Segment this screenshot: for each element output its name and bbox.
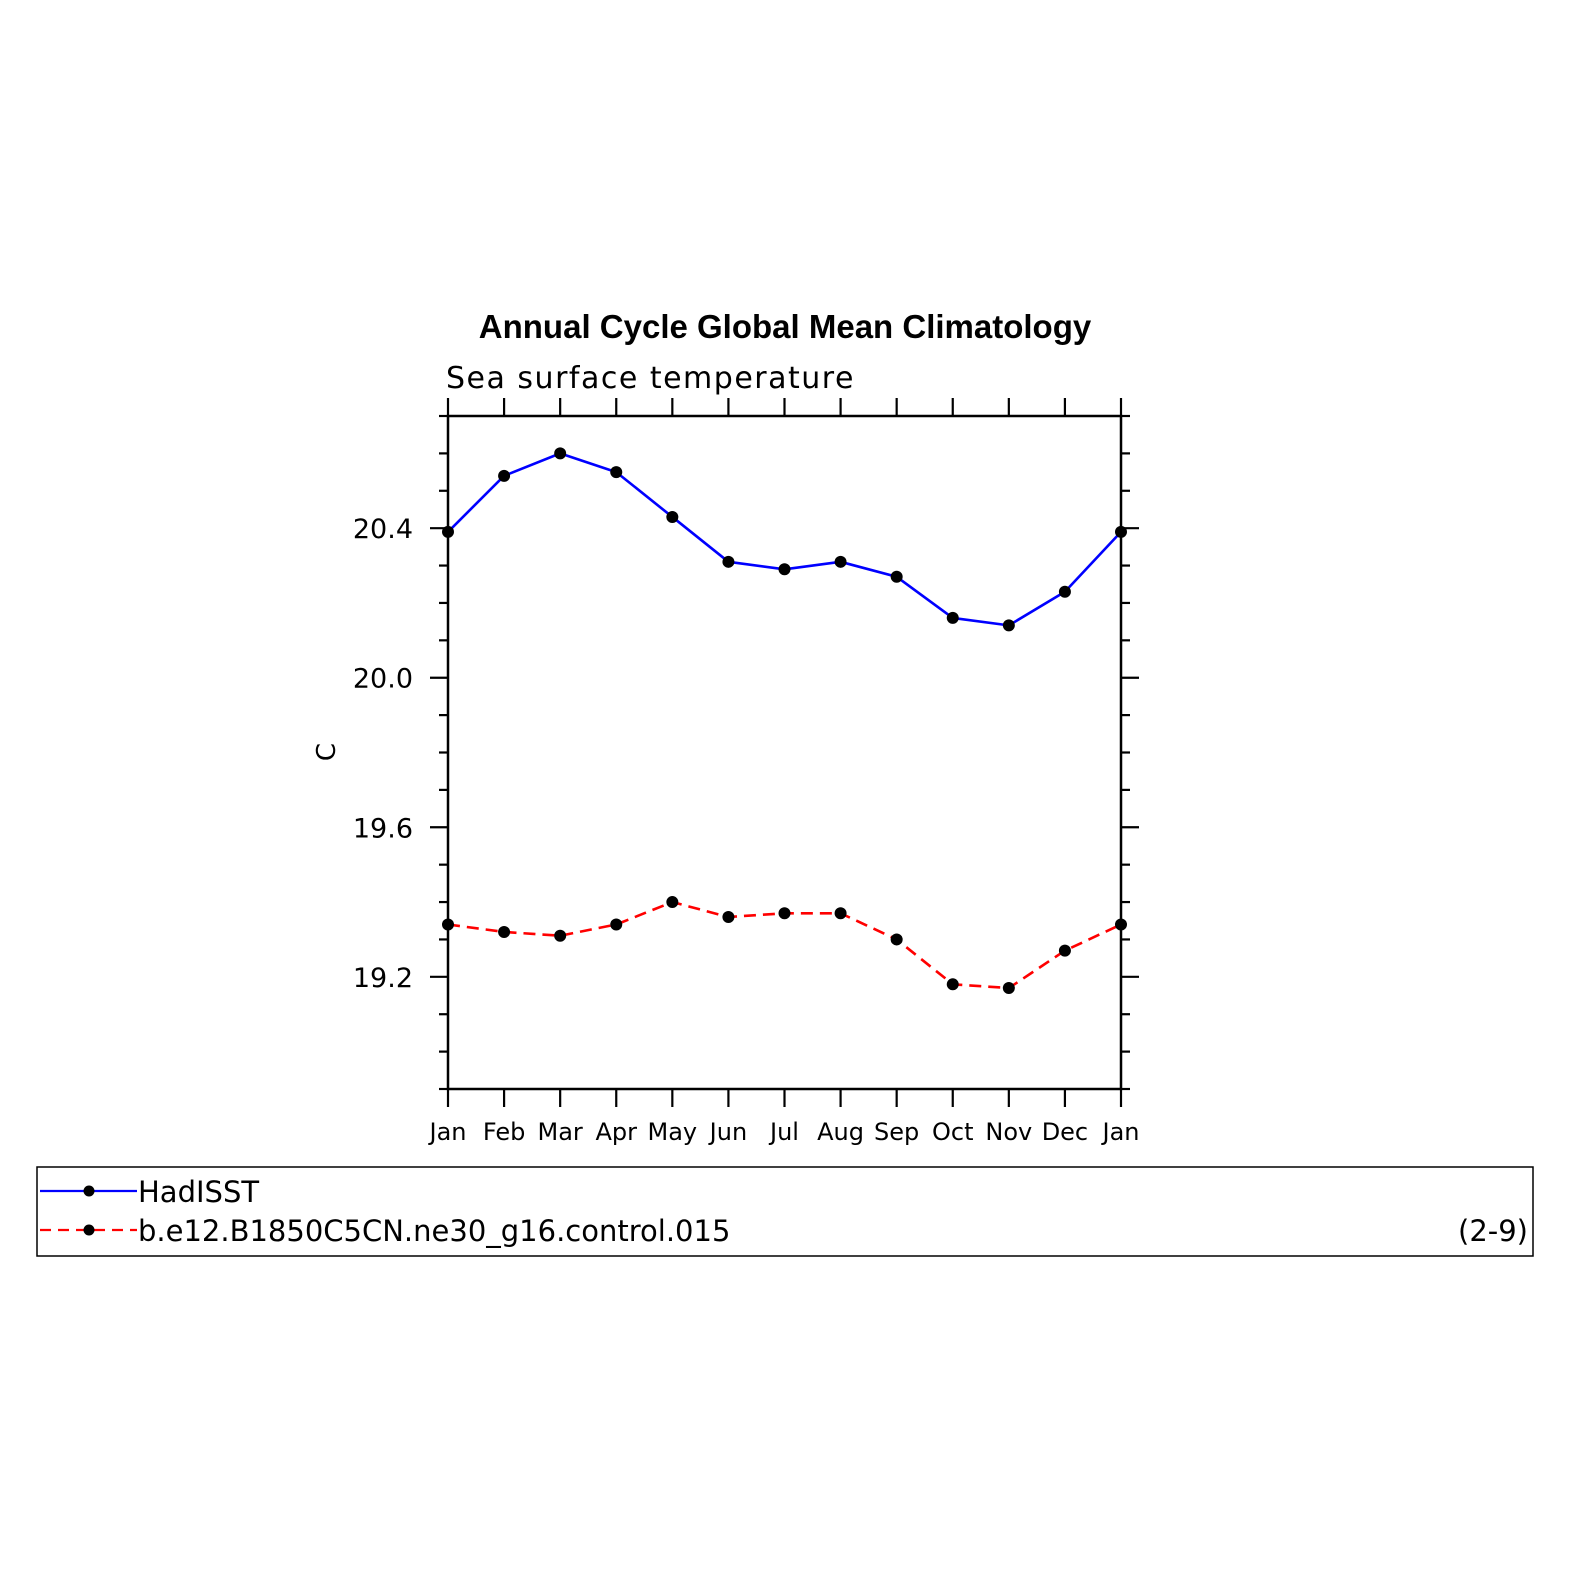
axis-ticks: [430, 398, 1139, 1107]
data-point: [498, 469, 511, 482]
legend-label-model: b.e12.B1850C5CN.ne30_g16.control.015: [138, 1214, 730, 1248]
x-tick-label: Sep: [874, 1118, 919, 1146]
data-point: [834, 907, 847, 920]
series-layer: [442, 447, 1127, 995]
legend-note-model: (2-9): [1458, 1214, 1528, 1248]
data-point: [778, 907, 791, 920]
legend-marker-model: [83, 1224, 95, 1236]
data-point: [666, 896, 679, 909]
x-tick-label: Mar: [538, 1118, 583, 1146]
legend-box: [36, 1166, 1534, 1257]
y-tick-label: 20.0: [353, 664, 413, 695]
data-point: [890, 570, 903, 583]
x-tick-label: Jul: [768, 1118, 799, 1146]
data-point: [442, 525, 454, 538]
data-point: [498, 925, 511, 938]
chart-subtitle: Sea surface temperature: [446, 361, 855, 396]
data-point: [834, 555, 847, 568]
data-point: [666, 510, 679, 523]
x-tick-label: Jan: [428, 1118, 467, 1146]
y-axis-label: C: [312, 743, 342, 761]
data-point: [554, 929, 567, 942]
legend-entry-model: b.e12.B1850C5CN.ne30_g16.control.015 (2-…: [40, 1214, 1528, 1248]
data-point: [722, 911, 735, 924]
data-point: [554, 447, 567, 460]
x-tick-label: Dec: [1042, 1118, 1088, 1146]
y-tick-label: 20.4: [353, 514, 413, 545]
data-point: [1115, 525, 1127, 538]
data-point: [1115, 918, 1127, 931]
data-point: [1058, 585, 1071, 598]
x-tick-label: Feb: [483, 1118, 526, 1146]
x-tick-label: Jun: [708, 1118, 748, 1146]
data-point: [1058, 944, 1071, 957]
series-line: [447, 452, 1122, 627]
x-tick-label: May: [648, 1118, 698, 1146]
y-tick-label: 19.6: [353, 813, 413, 844]
x-tick-label: Aug: [817, 1118, 864, 1146]
x-tick-label: Jan: [1101, 1118, 1140, 1146]
data-point: [722, 555, 735, 568]
data-point: [1002, 619, 1015, 632]
data-point: [1002, 982, 1015, 995]
data-point: [946, 978, 959, 991]
data-point: [890, 933, 903, 946]
data-point: [610, 918, 623, 931]
series-0: [442, 447, 1127, 632]
legend-label-hadisst: HadISST: [138, 1175, 259, 1209]
series-1: [442, 896, 1127, 995]
y-tick-label: 19.2: [353, 963, 413, 994]
x-tick-label: Apr: [595, 1118, 637, 1146]
data-point: [946, 611, 959, 624]
x-tick-label: Nov: [985, 1118, 1032, 1146]
data-point: [610, 466, 623, 479]
legend-marker-hadisst: [83, 1185, 95, 1197]
plot-area-frame: [446, 414, 1123, 1091]
data-point: [442, 918, 454, 931]
x-axis-tick-labels: Jan Feb Mar Apr May Jun Jul Aug Sep Oct Nov Dec Jan: [428, 1118, 1140, 1146]
x-tick-label: Oct: [932, 1118, 974, 1146]
chart-title: Annual Cycle Global Mean Climatology: [479, 308, 1092, 345]
legend-entry-hadisst: HadISST: [40, 1175, 259, 1209]
data-point: [778, 563, 791, 576]
y-axis-tick-labels: 20.4 20.0 19.6 19.2: [353, 514, 413, 994]
